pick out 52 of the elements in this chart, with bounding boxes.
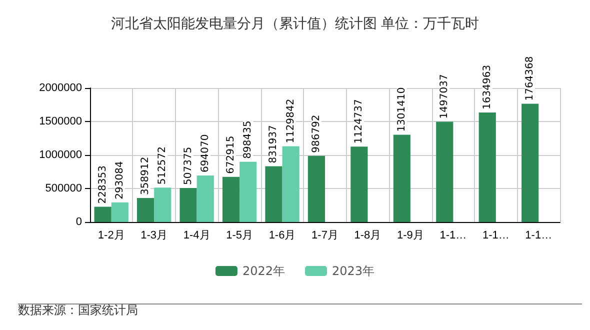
data-label: 228353 (97, 166, 108, 204)
y-tick-label: 0 (76, 216, 82, 228)
bar (111, 202, 128, 222)
data-label: 1634963 (482, 64, 493, 110)
data-label: 358912 (140, 156, 152, 195)
data-label: 293084 (114, 161, 126, 200)
source-note: 数据来源：国家统计局 (18, 303, 138, 317)
bar (308, 156, 325, 222)
x-tick-label: 1-2月 (98, 230, 125, 242)
bar (222, 176, 240, 222)
bar (240, 162, 257, 222)
data-label: 1497037 (439, 74, 450, 119)
bar (180, 188, 197, 222)
bar (282, 146, 300, 222)
x-tick-label: 1-7月 (312, 230, 338, 242)
bar (137, 198, 154, 222)
x-tick-label: 1-3月 (140, 230, 168, 242)
data-label: 512572 (157, 146, 168, 185)
x-tick-label: 1-1… (525, 230, 552, 242)
bar (196, 175, 214, 222)
bar (265, 166, 282, 222)
data-label: 986792 (310, 114, 322, 153)
bar (393, 134, 410, 222)
bar (94, 206, 112, 222)
x-tick-label: 1-1… (482, 230, 510, 242)
y-tick-label: 1500000 (39, 116, 82, 128)
x-tick-label: 1-4月 (183, 230, 210, 242)
legend-label: 2023年 (332, 264, 375, 278)
x-tick-label: 1-9月 (397, 230, 424, 242)
data-label: 1129842 (285, 98, 296, 144)
data-label: 1124737 (354, 99, 365, 144)
x-tick-label: 1-6月 (268, 230, 296, 242)
bar (478, 112, 496, 222)
data-label: 507375 (182, 146, 194, 186)
data-label: 898435 (242, 120, 254, 159)
data-label: 694070 (200, 134, 211, 172)
y-tick-label: 500000 (45, 182, 82, 194)
data-label: 672915 (226, 136, 236, 174)
bar (154, 188, 172, 222)
y-tick-label: 2000000 (39, 82, 82, 94)
chart-title: 河北省太阳能发电量分月（累计值）统计图 单位：万千瓦时 (110, 16, 480, 32)
legend-label: 2022年 (242, 264, 286, 278)
bar (522, 104, 539, 222)
data-label: 1301410 (396, 87, 408, 132)
x-tick-label: 1-1… (440, 230, 467, 242)
data-label: 831937 (268, 125, 280, 164)
x-tick-label: 1-5月 (226, 230, 253, 242)
bar (350, 146, 368, 222)
y-tick-label: 1000000 (39, 149, 82, 161)
bar (436, 122, 454, 222)
data-label: 1764368 (524, 56, 536, 101)
x-tick-label: 1-8月 (354, 230, 382, 242)
